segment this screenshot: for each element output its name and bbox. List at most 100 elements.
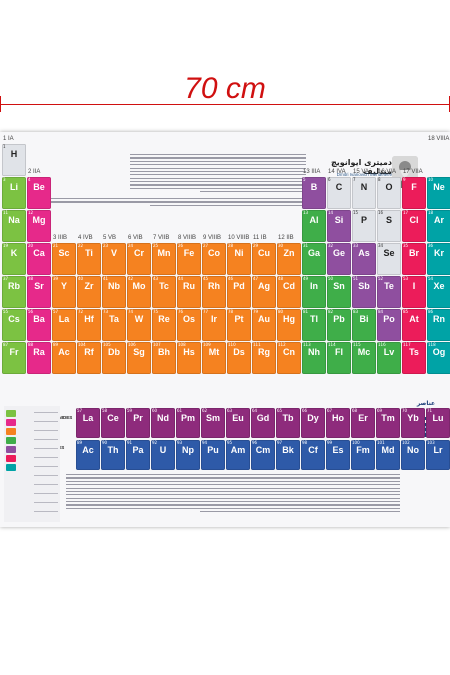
element-symbol: U bbox=[159, 445, 167, 455]
atomic-number: 105 bbox=[103, 342, 111, 347]
element-symbol: Cn bbox=[283, 347, 295, 357]
element-cell-ds: 110 Ds bbox=[227, 342, 251, 374]
actinide-cell-th: 90 Th bbox=[101, 440, 125, 470]
legend-swatch bbox=[6, 419, 16, 426]
element-cell-p: 15 P bbox=[352, 210, 376, 242]
legend-text-line bbox=[34, 502, 58, 504]
atomic-number: 116 bbox=[378, 342, 386, 347]
element-cell-fr: 87 Fr bbox=[2, 342, 26, 374]
element-cell-bi: 83 Bi bbox=[352, 309, 376, 341]
lanthanide-cell-sm: 62 Sm bbox=[201, 408, 225, 438]
actinide-cell-md: 101 Md bbox=[376, 440, 400, 470]
legend-text-line bbox=[34, 421, 58, 423]
atomic-number: 21 bbox=[53, 243, 59, 248]
element-symbol: Te bbox=[384, 281, 394, 291]
element-symbol: Os bbox=[182, 314, 195, 324]
legend-text-line bbox=[34, 511, 58, 513]
atomic-number: 60 bbox=[152, 408, 158, 413]
atomic-number: 107 bbox=[153, 342, 161, 347]
element-symbol: Lu bbox=[432, 413, 444, 423]
atomic-number: 69 bbox=[377, 408, 383, 413]
atomic-number: 57 bbox=[53, 309, 59, 314]
element-cell-ga: 31 Ga bbox=[302, 243, 326, 275]
element-cell-rb: 37 Rb bbox=[2, 276, 26, 308]
element-cell-pt: 78 Pt bbox=[227, 309, 251, 341]
group-label: 4 IVB bbox=[78, 235, 93, 241]
atomic-number: 46 bbox=[228, 276, 234, 281]
atomic-number: 72 bbox=[78, 309, 84, 314]
element-symbol: Si bbox=[334, 215, 344, 225]
element-symbol: Pa bbox=[132, 445, 144, 455]
element-symbol: Bk bbox=[282, 445, 294, 455]
element-cell-br: 35 Br bbox=[402, 243, 426, 275]
text-line bbox=[66, 501, 400, 503]
element-symbol: W bbox=[134, 314, 144, 324]
element-symbol: La bbox=[82, 413, 94, 423]
element-cell-ne: 10 Ne bbox=[427, 177, 450, 209]
atomic-number: 89 bbox=[77, 440, 83, 445]
element-symbol: Mc bbox=[357, 347, 371, 357]
atomic-number: 91 bbox=[127, 440, 133, 445]
element-symbol: Se bbox=[383, 248, 395, 258]
element-symbol: In bbox=[310, 281, 318, 291]
element-cell-ti: 22 Ti bbox=[77, 243, 101, 275]
legend-swatch bbox=[6, 410, 16, 417]
element-symbol: La bbox=[58, 314, 70, 324]
element-symbol: P bbox=[360, 215, 367, 225]
atomic-number: 62 bbox=[202, 408, 208, 413]
element-cell-tc: 43 Tc bbox=[152, 276, 176, 308]
element-symbol: Be bbox=[33, 182, 45, 192]
element-cell-cr: 24 Cr bbox=[127, 243, 151, 275]
atomic-number: 31 bbox=[303, 243, 309, 248]
element-cell-w: 74 W bbox=[127, 309, 151, 341]
atomic-number: 101 bbox=[377, 440, 385, 445]
element-symbol: Rg bbox=[258, 347, 270, 357]
legend-swatch bbox=[6, 437, 16, 444]
atomic-number: 52 bbox=[378, 276, 384, 281]
actinide-cell-bk: 97 Bk bbox=[276, 440, 300, 470]
element-cell-zr: 40 Zr bbox=[77, 276, 101, 308]
element-symbol: Cr bbox=[133, 248, 144, 258]
element-symbol: Ra bbox=[33, 347, 45, 357]
atomic-number: 12 bbox=[28, 210, 34, 215]
atomic-number: 73 bbox=[103, 309, 109, 314]
atomic-number: 26 bbox=[178, 243, 184, 248]
text-line bbox=[66, 480, 400, 482]
dimension-tick-left bbox=[0, 96, 1, 112]
element-cell-ni: 28 Ni bbox=[227, 243, 251, 275]
text-line bbox=[150, 204, 306, 206]
actinide-cell-cm: 96 Cm bbox=[251, 440, 275, 470]
text-line bbox=[66, 477, 400, 479]
element-symbol: V bbox=[110, 248, 117, 258]
atomic-number: 83 bbox=[353, 309, 359, 314]
element-symbol: Ir bbox=[210, 314, 217, 324]
atomic-number: 3 bbox=[3, 177, 6, 182]
legend-swatch bbox=[6, 464, 16, 471]
atomic-number: 55 bbox=[3, 309, 9, 314]
element-symbol: Eu bbox=[232, 413, 244, 423]
atomic-number: 23 bbox=[103, 243, 109, 248]
element-symbol: Fm bbox=[356, 445, 370, 455]
text-line bbox=[66, 504, 400, 506]
element-cell-mn: 25 Mn bbox=[152, 243, 176, 275]
actinide-cell-ac: 89 Ac bbox=[76, 440, 100, 470]
actinide-cell-pu: 94 Pu bbox=[201, 440, 225, 470]
atomic-number: 97 bbox=[277, 440, 283, 445]
element-symbol: Ts bbox=[409, 347, 419, 357]
atomic-number: 33 bbox=[353, 243, 359, 248]
atomic-number: 61 bbox=[177, 408, 183, 413]
legend-swatch bbox=[6, 446, 16, 453]
text-line bbox=[66, 487, 400, 489]
group-label: 3 IIIB bbox=[53, 235, 68, 241]
element-cell-rn: 86 Rn bbox=[427, 309, 450, 341]
element-cell-lv: 116 Lv bbox=[377, 342, 401, 374]
element-symbol: Pu bbox=[207, 445, 219, 455]
lanthanide-cell-eu: 63 Eu bbox=[226, 408, 250, 438]
element-cell-po: 84 Po bbox=[377, 309, 401, 341]
element-cell-nb: 41 Nb bbox=[102, 276, 126, 308]
element-symbol: Na bbox=[8, 215, 20, 225]
element-symbol: Gd bbox=[256, 413, 270, 423]
atomic-number: 45 bbox=[203, 276, 209, 281]
atomic-number: 41 bbox=[103, 276, 109, 281]
